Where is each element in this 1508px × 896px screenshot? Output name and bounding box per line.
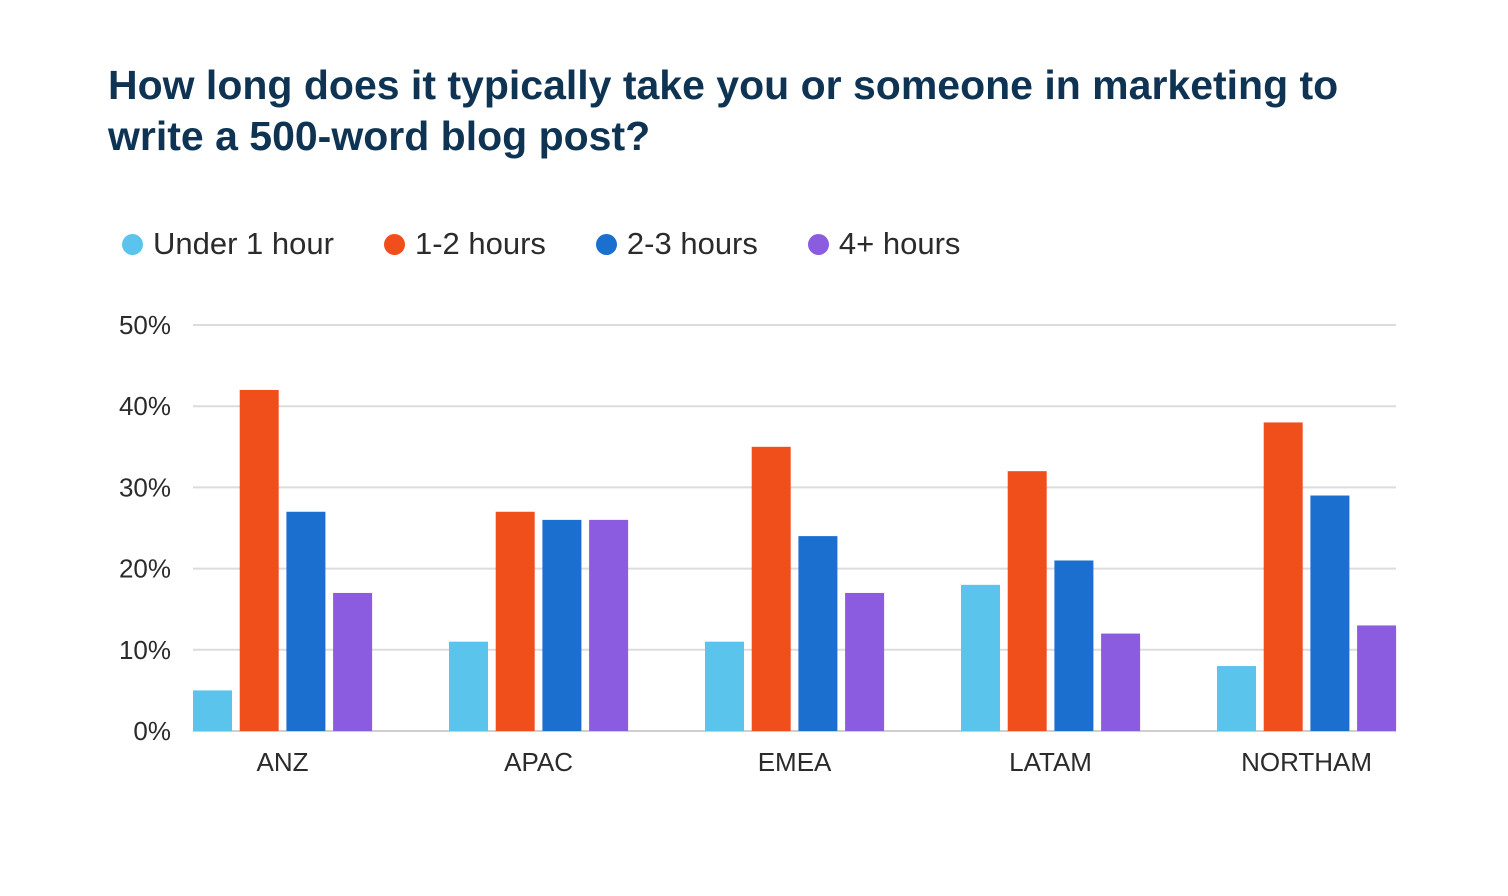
bar [542, 519, 582, 731]
x-tick-label: NORTHAM [1241, 747, 1372, 777]
bar [961, 584, 1000, 731]
bar [1263, 422, 1303, 731]
legend-item-under-1-hour: Under 1 hour [122, 226, 334, 262]
bar [1007, 471, 1047, 731]
y-tick-label: 50% [119, 310, 171, 340]
bar [798, 536, 838, 731]
legend-label: Under 1 hour [153, 226, 334, 261]
legend-item-2-3-hours: 2-3 hours [595, 226, 758, 262]
bar [845, 592, 885, 731]
bar [333, 592, 373, 731]
legend-item-1-2-hours: 1-2 hours [383, 226, 546, 262]
legend-swatch [122, 233, 143, 255]
bar [193, 690, 232, 731]
bar [495, 511, 535, 731]
legend-swatch [383, 233, 405, 255]
chart-legend: Under 1 hour 1-2 hours 2-3 hours 4+ hour… [122, 226, 1010, 262]
x-tick-label: EMEA [758, 747, 832, 777]
bar [1310, 495, 1350, 731]
bar [449, 641, 488, 731]
chart-title: How long does it typically take you or s… [108, 62, 1339, 159]
bar [1357, 625, 1397, 731]
legend-label: 1-2 hours [414, 226, 546, 261]
bar [705, 641, 744, 731]
legend-swatch [595, 233, 617, 255]
bar [1101, 633, 1141, 731]
legend-item-4-plus-hours: 4+ hours [807, 226, 961, 262]
bar [1054, 560, 1094, 731]
bar [751, 446, 791, 731]
legend-label: 4+ hours [838, 226, 961, 261]
bar [239, 389, 279, 731]
legend-swatch [807, 233, 829, 255]
bar [1217, 666, 1256, 731]
x-tick-label: APAC [504, 747, 573, 777]
y-tick-label: 40% [119, 391, 171, 421]
y-tick-label: 20% [119, 554, 171, 584]
x-tick-label: LATAM [1009, 747, 1092, 777]
y-tick-label: 10% [119, 635, 171, 665]
y-tick-label: 0% [133, 716, 171, 746]
x-tick-label: ANZ [257, 747, 309, 777]
bar [589, 519, 629, 731]
y-tick-label: 30% [119, 472, 171, 502]
bar [286, 511, 326, 731]
legend-label: 2-3 hours [626, 226, 758, 261]
